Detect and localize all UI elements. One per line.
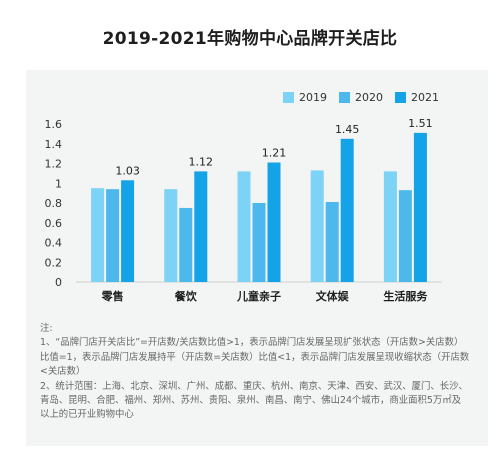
- y-tick-label: 0.2: [45, 256, 63, 269]
- legend-item-2020: 2020: [339, 89, 383, 105]
- bar: [179, 207, 193, 282]
- data-label: 1.12: [189, 155, 214, 168]
- chart-notes: 注: 1、“品牌门店开关店比”=开店数/关店数比值>1，表示品牌门店发展呈现扩张…: [40, 322, 470, 423]
- x-category-label: 儿童亲子: [236, 289, 281, 303]
- bar: [121, 180, 135, 282]
- y-tick-label: 1.2: [45, 158, 63, 171]
- bar: [237, 171, 251, 282]
- y-tick-label: 0.8: [45, 197, 63, 210]
- bar: [194, 171, 208, 282]
- y-tick-label: 0.4: [45, 237, 63, 250]
- bar: [252, 203, 266, 282]
- chart-title: 2019-2021年购物中心品牌开关店比: [102, 29, 398, 49]
- bar: [91, 188, 105, 282]
- legend-label-2021: 2021: [411, 90, 439, 104]
- bar: [106, 189, 120, 282]
- bar: [340, 138, 354, 282]
- y-tick-label: 1.4: [45, 138, 63, 151]
- data-label: 1.45: [335, 123, 360, 136]
- data-label: 1.51: [408, 117, 433, 130]
- legend-label-2019: 2019: [299, 90, 327, 104]
- x-category-label: 餐饮: [174, 289, 198, 303]
- legend-swatch-2021: [395, 91, 406, 103]
- y-tick-label: 1.6: [45, 118, 63, 131]
- x-category-label: 文体娱: [316, 289, 350, 303]
- bar: [413, 132, 427, 282]
- notes-line-1: 1、“品牌门店开关店比”=开店数/关店数比值>1，表示品牌门店发展呈现扩张状态（…: [40, 337, 470, 378]
- y-tick-label: 0.6: [45, 217, 63, 230]
- y-tick-label: 1: [55, 177, 62, 190]
- bar: [325, 202, 339, 282]
- legend-swatch-2019: [283, 91, 294, 103]
- chart-legend: 2019 2020 2021: [283, 89, 439, 105]
- bar: [164, 189, 178, 282]
- data-label: 1.03: [115, 164, 140, 177]
- legend-label-2020: 2020: [355, 90, 383, 104]
- bar: [310, 170, 324, 282]
- x-category-label: 零售: [101, 289, 124, 303]
- data-label: 1.21: [262, 147, 287, 160]
- notes-line-2: 2、统计范围：上海、北京、深圳、广州、成都、重庆、杭州、南京、天津、西安、武汉、…: [40, 380, 468, 421]
- bar: [398, 190, 412, 282]
- y-tick-label: 0: [55, 276, 62, 289]
- legend-swatch-2020: [339, 91, 350, 103]
- legend-item-2021: 2021: [395, 89, 439, 105]
- bar: [383, 171, 397, 282]
- legend-item-2019: 2019: [283, 89, 327, 105]
- x-category-label: 生活服务: [383, 289, 428, 303]
- notes-heading: 注:: [40, 323, 53, 334]
- bar: [267, 162, 281, 282]
